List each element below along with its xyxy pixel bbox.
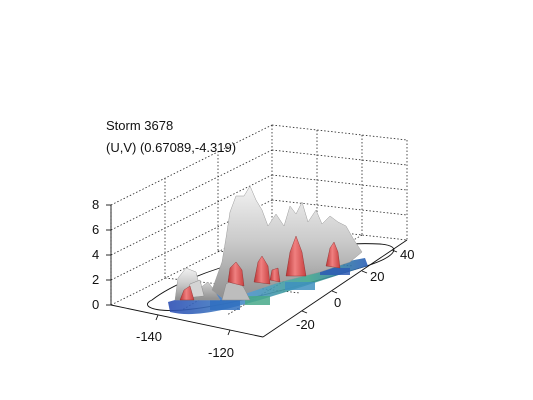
x-tick-label: -140 (136, 329, 163, 344)
y-tick-label: -20 (296, 317, 315, 332)
axis-lines (106, 204, 408, 338)
y-tick-label: 40 (400, 247, 415, 262)
z-tick-label: 4 (92, 247, 100, 262)
x-tick-label: -120 (208, 345, 235, 360)
storm-title: Storm 3678 (106, 118, 174, 133)
y-tick-label: 20 (370, 269, 385, 284)
y-tick-label: 0 (334, 295, 342, 310)
z-tick-label: 0 (92, 297, 100, 312)
z-tick-label: 2 (92, 272, 100, 287)
z-tick-label: 8 (92, 197, 100, 212)
red-core-isosurface (179, 235, 341, 301)
z-tick-label: 6 (92, 222, 100, 237)
storm-uv-label: (U,V) (0.67089,-4.319) (106, 140, 237, 155)
